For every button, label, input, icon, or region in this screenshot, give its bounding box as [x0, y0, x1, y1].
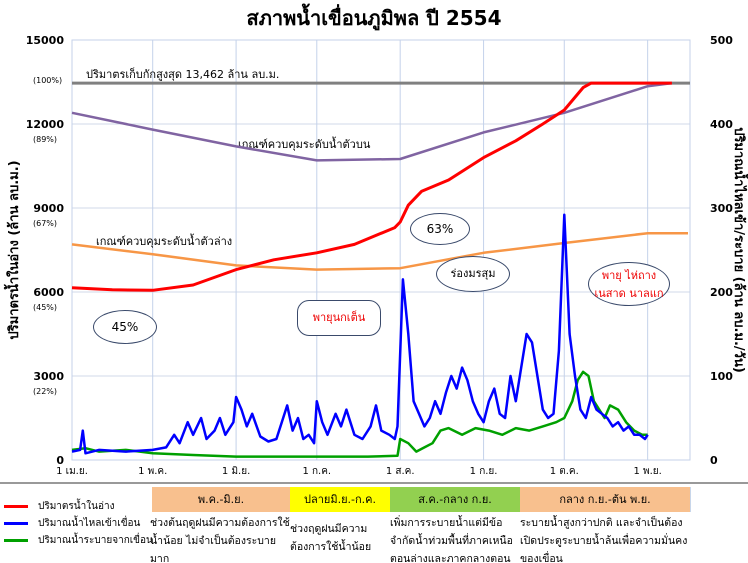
legend-swatch — [4, 539, 28, 542]
x-tick-label: 1 ส.ค. — [386, 466, 415, 477]
period-header-3: ส.ค.-กลาง ก.ย. — [390, 487, 521, 512]
y-axis-title: ปริมาตรน้ำในอ่าง (ล้าน ลบ.ม.) — [3, 160, 22, 339]
period-header-2: ปลายมิ.ย.-ก.ค. — [290, 487, 391, 512]
callout-nock-ten: พายุนกเต็น — [297, 300, 381, 336]
x-tick-label: 1 พ.ค. — [138, 466, 167, 477]
y-tick-label: 3000 — [33, 370, 64, 383]
period-text-4: ระบายน้ำสูงกว่าปกติ และจำเป็นต้องเปิดประ… — [520, 517, 688, 563]
legend-swatch — [4, 505, 28, 508]
x-tick-label: 1 ก.ค. — [302, 466, 331, 477]
lower-rule-label: เกณฑ์ควบคุมระดับน้ำตัวล่าง — [96, 233, 232, 248]
period-header-4: กลาง ก.ย.-ต้น พ.ย. — [520, 487, 691, 512]
legend-label: ปริมาตรน้ำในอ่าง — [38, 501, 115, 512]
y2-tick-label: 300 — [710, 202, 733, 215]
y2-tick-label: 100 — [710, 370, 733, 383]
upper-rule-label: เกณฑ์ควบคุมระดับน้ำตัวบน — [238, 136, 371, 151]
y-tick-label: 9000 — [33, 202, 64, 215]
upper-rule-line — [71, 81, 673, 162]
y-percent-label: (100%) — [33, 76, 62, 85]
y2-tick-label: 0 — [710, 454, 718, 467]
y2-tick-label: 400 — [710, 118, 733, 131]
legend-swatch — [4, 522, 28, 525]
chart-title: สภาพน้ำเขื่อนภูมิพล ปี 2554 — [246, 6, 502, 30]
callout-monsoon: ร่องมรสุม — [436, 256, 510, 292]
lower-rule-line — [71, 231, 688, 271]
y-tick-label: 6000 — [33, 286, 64, 299]
period-header-1: พ.ค.-มิ.ย. — [152, 487, 291, 512]
callout-63pct: 63% — [410, 213, 470, 245]
period-text-3: เพิ่มการระบายน้ำแต่มีข้อ จำกัดน้ำท่วมพื้… — [390, 517, 513, 563]
y-percent-label: (45%) — [33, 303, 57, 312]
callout-45pct: 45% — [93, 310, 157, 344]
legend-label: ปริมาณน้ำระบายจากเขื่อน — [38, 535, 153, 546]
y-tick-label: 0 — [56, 454, 64, 467]
y-percent-label: (22%) — [33, 387, 57, 396]
plot-frame — [71, 39, 691, 461]
outflow-line — [71, 370, 648, 458]
callout-storms: พายุ ไห่ถางเนสาด นาลแก — [588, 262, 670, 306]
storm-line-1: พายุ ไห่ถาง — [601, 269, 657, 282]
x-tick-label: 1 ต.ค. — [550, 466, 579, 477]
period-text-1: ช่วงต้นฤดูฝนมีความต้องการใช้น้ำน้อย ไม่จ… — [150, 517, 290, 563]
y-percent-label: (67%) — [33, 219, 57, 228]
period-text-2: ช่วงฤดูฝนมีความต้องการใช้น้ำน้อย — [290, 523, 372, 553]
x-tick-label: 1 พ.ย. — [633, 466, 661, 477]
x-tick-label: 1 ก.ย. — [470, 466, 498, 477]
legend-storage: ปริมาตรน้ำในอ่าง — [4, 499, 114, 514]
y2-tick-label: 200 — [710, 286, 733, 299]
legend-outflow: ปริมาณน้ำระบายจากเขื่อน — [4, 533, 153, 548]
storm-line-2: เนสาด นาลแก — [594, 287, 664, 300]
y2-tick-label: 500 — [710, 34, 733, 47]
y2-axis-title: ปริมาณน้ำไหลเข้า/ระบาย (ล้าน ลบ.ม./วัน) — [731, 127, 748, 373]
x-tick-label: 1 เม.ย. — [56, 466, 88, 477]
y-percent-label: (89%) — [33, 135, 57, 144]
x-tick-label: 1 มิ.ย. — [222, 466, 250, 477]
legend-inflow: ปริมาณน้ำไหลเข้าเขื่อน — [4, 516, 140, 531]
max-capacity-label: ปริมาตรเก็บกักสูงสุด 13,462 ล้าน ลบ.ม. — [86, 67, 279, 81]
y-tick-label: 12000 — [26, 118, 65, 131]
y-tick-label: 15000 — [26, 34, 65, 47]
legend-label: ปริมาณน้ำไหลเข้าเขื่อน — [38, 518, 141, 529]
inflow-line — [71, 213, 649, 455]
storage-line — [71, 81, 672, 292]
